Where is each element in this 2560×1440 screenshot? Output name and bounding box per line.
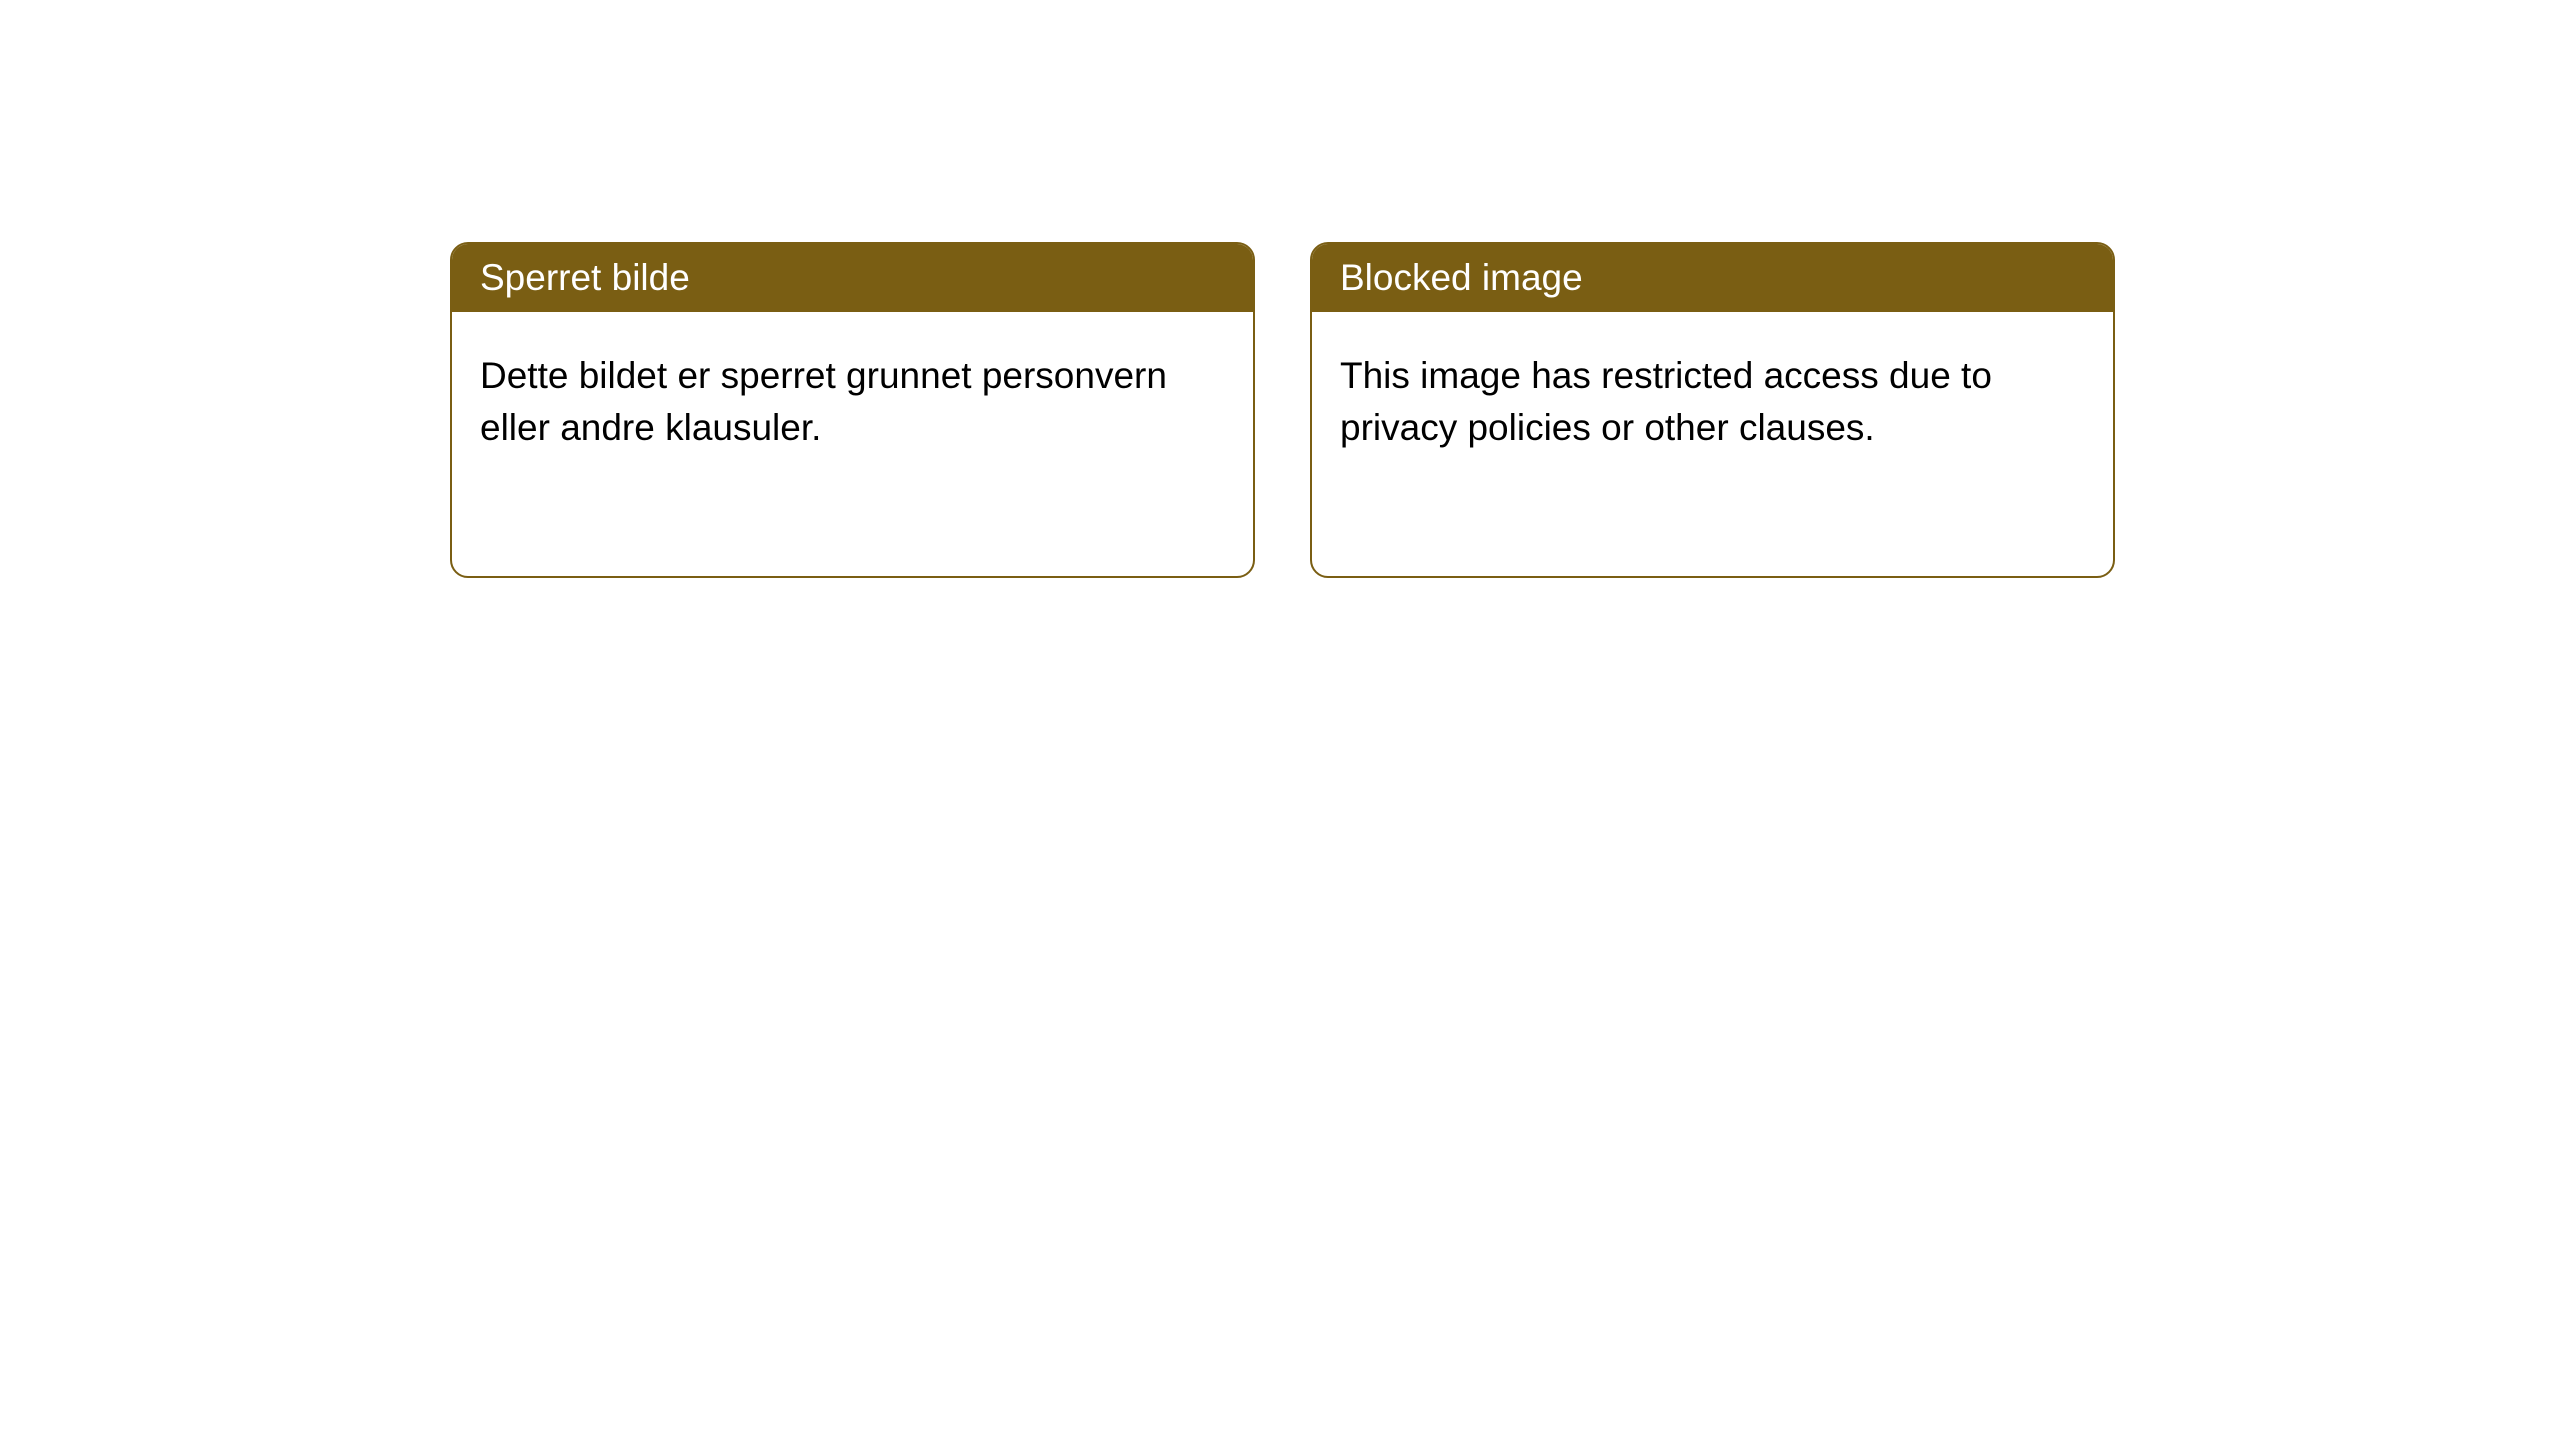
card-header: Blocked image [1312, 244, 2113, 312]
card-title: Blocked image [1340, 257, 1583, 298]
card-message: This image has restricted access due to … [1340, 355, 1992, 448]
card-title: Sperret bilde [480, 257, 690, 298]
card-body: This image has restricted access due to … [1312, 312, 2113, 482]
card-message: Dette bildet er sperret grunnet personve… [480, 355, 1167, 448]
card-header: Sperret bilde [452, 244, 1253, 312]
card-body: Dette bildet er sperret grunnet personve… [452, 312, 1253, 482]
notice-card-norwegian: Sperret bilde Dette bildet er sperret gr… [450, 242, 1255, 578]
notice-card-english: Blocked image This image has restricted … [1310, 242, 2115, 578]
notice-card-container: Sperret bilde Dette bildet er sperret gr… [450, 242, 2115, 578]
